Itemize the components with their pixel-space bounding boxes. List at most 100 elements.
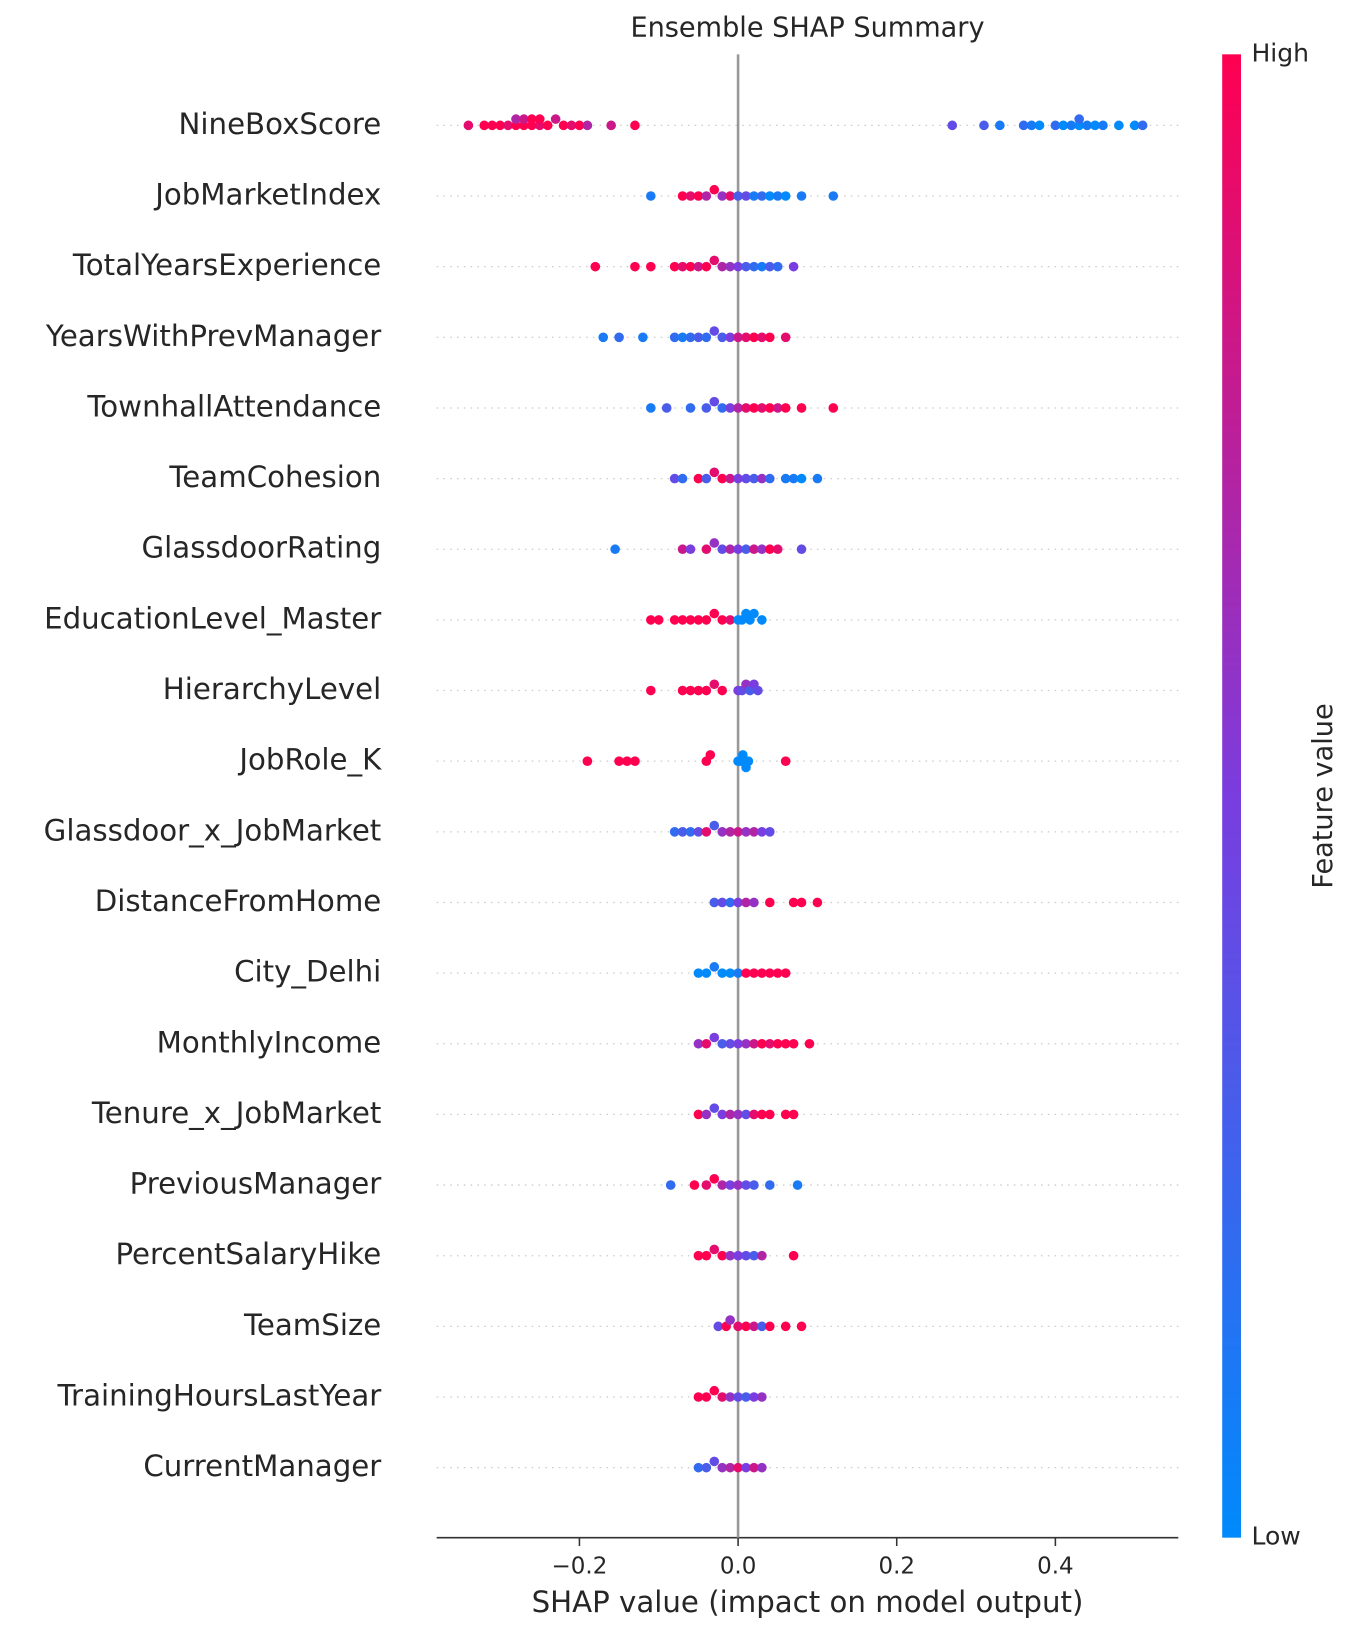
shap-dot — [749, 191, 759, 201]
feature-label: PreviousManager — [130, 1167, 383, 1201]
shap-dot — [713, 1321, 724, 1332]
shap-dot — [788, 1109, 799, 1120]
shap-dot — [701, 685, 712, 696]
shap-dot — [582, 756, 593, 766]
shap-dot — [677, 544, 688, 555]
shap-dot — [741, 1462, 751, 1473]
shap-dot — [709, 1103, 720, 1113]
shap-dot — [725, 615, 735, 625]
shap-dot — [733, 1038, 743, 1049]
shap-dot — [709, 608, 720, 619]
shap-dot — [582, 120, 593, 131]
shap-dot — [741, 191, 751, 201]
shap-dot — [685, 191, 696, 201]
shap-dot — [757, 968, 767, 978]
shap-dot — [757, 1038, 767, 1049]
shap-dot — [630, 261, 640, 272]
shap-dot — [725, 403, 735, 413]
shap-dot — [717, 1392, 728, 1402]
shap-dot — [685, 685, 696, 696]
shap-dot — [701, 332, 712, 343]
shap-dot — [772, 544, 783, 555]
shap-dot — [947, 120, 958, 131]
shap-dot — [693, 1109, 704, 1120]
shap-dot — [717, 191, 728, 201]
shap-dot — [757, 1462, 767, 1473]
shap-dot — [733, 1392, 743, 1402]
shap-dot — [788, 261, 799, 272]
shap-dot — [741, 968, 751, 978]
shap-dot — [709, 538, 720, 548]
shap-dot — [610, 544, 620, 555]
shap-dot — [725, 1038, 735, 1049]
x-tick-label: 0.4 — [1037, 1553, 1074, 1579]
feature-label: TotalYearsExperience — [72, 248, 381, 282]
shap-dot — [780, 1038, 791, 1049]
shap-dot — [741, 261, 751, 272]
shap-dot — [725, 827, 735, 837]
feature-label: TownhallAttendance — [86, 389, 381, 423]
shap-dot — [717, 685, 728, 696]
shap-dot — [725, 1392, 735, 1402]
shap-dot — [772, 968, 783, 978]
shap-dot — [749, 1038, 759, 1049]
shap-dot — [725, 332, 735, 343]
shap-dot — [733, 1462, 743, 1473]
shap-dot — [804, 1038, 815, 1049]
feature-label: JobMarketIndex — [153, 178, 381, 212]
shap-dot — [749, 1250, 759, 1261]
shap-dot — [677, 685, 688, 696]
shap-dot — [765, 403, 775, 413]
shap-dot — [709, 1173, 720, 1184]
shap-dot — [725, 897, 735, 908]
shap-dot — [1034, 120, 1045, 131]
shap-dot — [701, 827, 712, 837]
shap-dot — [757, 827, 767, 837]
shap-dot — [765, 968, 775, 978]
shap-dot — [1066, 120, 1077, 131]
shap-dot — [646, 403, 656, 413]
shap-dot — [733, 1109, 743, 1120]
colorbar-high: High — [1251, 38, 1309, 67]
shap-dot — [757, 1392, 767, 1402]
shap-dot — [757, 191, 767, 201]
shap-dot — [701, 968, 712, 978]
shap-dot — [511, 114, 521, 124]
shap-dot — [709, 1032, 720, 1043]
shap-dot — [503, 120, 513, 131]
shap-dot — [749, 544, 759, 555]
shap-dot — [701, 1392, 712, 1402]
shap-dot — [725, 1315, 735, 1325]
shap-dot — [765, 1109, 775, 1120]
x-tick-label: 0.0 — [720, 1553, 757, 1579]
shap-dot — [717, 403, 728, 413]
shap-dot — [733, 191, 743, 201]
shap-dot — [749, 1392, 759, 1402]
shap-dot — [979, 120, 989, 131]
shap-dot — [741, 1321, 751, 1332]
shap-dot — [689, 1180, 700, 1190]
shap-dot — [709, 962, 720, 972]
shap-dot — [717, 1462, 728, 1473]
shap-dot — [788, 1250, 799, 1261]
shap-dot — [677, 191, 688, 201]
shap-dot — [709, 255, 720, 266]
chart-title: Ensemble SHAP Summary — [630, 13, 984, 44]
shap-dot — [574, 120, 585, 131]
shap-dot — [653, 615, 664, 625]
shap-dot — [669, 332, 680, 343]
shap-dot — [780, 191, 791, 201]
shap-dot — [765, 544, 775, 555]
shap-dot — [743, 756, 754, 766]
shap-dot — [709, 1385, 720, 1396]
feature-label: TeamCohesion — [168, 460, 381, 494]
shap-dot — [780, 756, 791, 766]
shap-dot — [709, 467, 720, 478]
shap-dot — [566, 120, 577, 131]
shap-dot — [685, 544, 696, 555]
colorbar-low: Low — [1251, 1522, 1300, 1551]
shap-dot — [741, 473, 751, 484]
shap-dot — [669, 261, 680, 272]
shap-dot — [725, 1109, 735, 1120]
shap-dot — [463, 120, 474, 131]
